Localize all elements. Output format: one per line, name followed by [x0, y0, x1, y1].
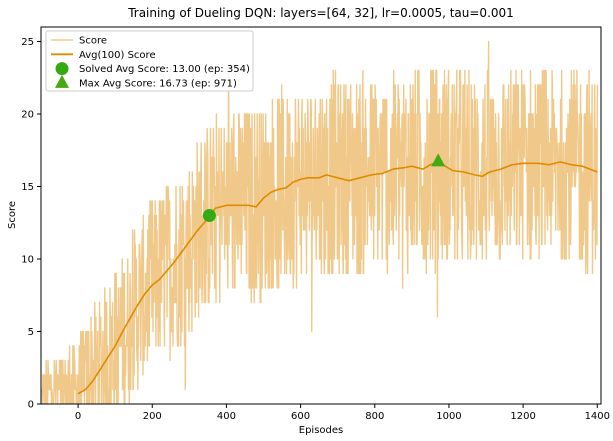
legend-solved-avg-score: Solved Avg Score: 13.00 (ep: 354): [55, 62, 250, 76]
plot-frame: [40, 26, 602, 405]
y-tick-label: 15: [21, 182, 34, 193]
y-tick-label: 10: [21, 255, 34, 266]
y-axis-label: Score: [7, 201, 18, 229]
y-tick-label: 25: [21, 37, 34, 48]
y-tick-label: 5: [28, 327, 34, 338]
y-axis: 0 5 10 15 20 25: [21, 37, 41, 411]
max-avg-score-marker: [431, 153, 446, 167]
y-tick-label: 0: [28, 400, 34, 411]
legend-avg-score-label: Avg(100) Score: [79, 50, 156, 61]
x-tick-label: 400: [217, 411, 236, 422]
legend: Score Avg(100) Score Solved Avg Score: 13.…: [45, 30, 254, 92]
x-tick-label: 600: [291, 411, 310, 422]
legend-frame: [45, 30, 254, 92]
legend-max-avg-score-swatch: [55, 74, 69, 88]
legend-solved-avg-score-label: Solved Avg Score: 13.00 (ep: 354): [79, 64, 250, 75]
avg-score-series-line: [77, 160, 598, 395]
y-tick-label: 20: [21, 110, 34, 121]
legend-score: Score: [51, 36, 107, 47]
x-axis-label: Episodes: [299, 425, 343, 436]
plot-area: [40, 26, 602, 405]
solved-score-marker: [202, 209, 216, 222]
x-tick-label: 0: [75, 411, 81, 422]
x-axis: 0 200 400 600 800 1000 1200 1400: [75, 404, 610, 422]
legend-max-avg-score-label: Max Avg Score: 16.73 (ep: 971): [79, 78, 237, 89]
legend-avg-score: Avg(100) Score: [51, 50, 156, 61]
x-tick-label: 200: [143, 411, 162, 422]
series-layer: [41, 40, 598, 404]
legend-score-label: Score: [79, 36, 107, 47]
legend-max-avg-score: Max Avg Score: 16.73 (ep: 971): [55, 74, 237, 89]
x-tick-label: 1400: [585, 411, 610, 422]
legend-solved-avg-score-swatch: [55, 62, 69, 76]
x-tick-label: 1200: [510, 411, 535, 422]
x-tick-label: 1000: [436, 411, 461, 422]
score-series-line: [41, 40, 598, 404]
marker-layer: [202, 153, 446, 222]
chart-title: Training of Dueling DQN: layers=[64, 32]…: [127, 6, 514, 20]
x-tick-label: 800: [365, 411, 384, 422]
